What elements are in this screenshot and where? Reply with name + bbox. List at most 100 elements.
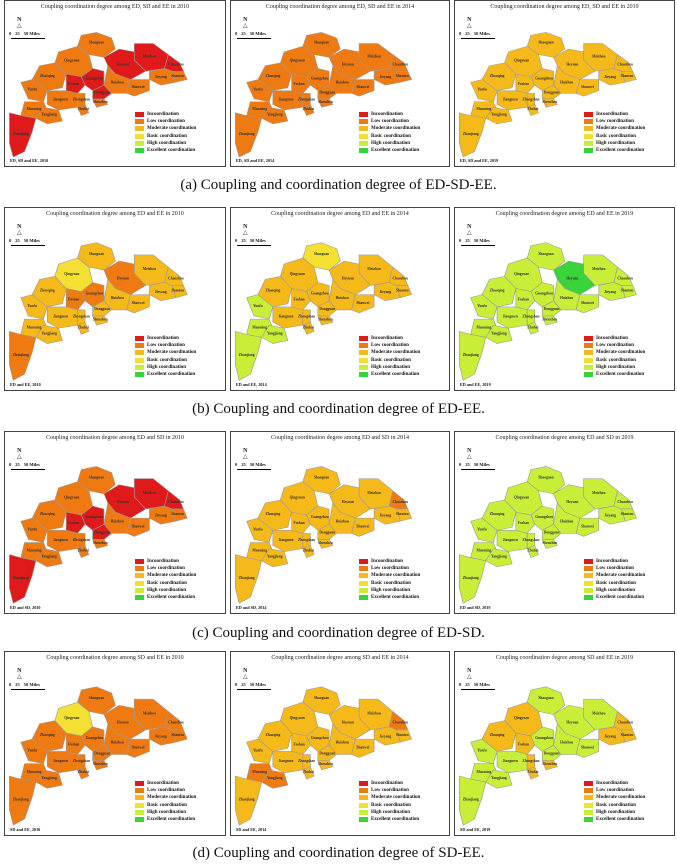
legend-label: Incoordination	[147, 558, 179, 564]
city-label: Guangzhou	[311, 77, 329, 81]
legend-label: Basic coordination	[147, 580, 187, 586]
city-label: Shaoguan	[89, 252, 104, 256]
city-region-yunfu	[246, 738, 274, 765]
province-map: Shaoguan Qingyuan Meizhou Heyuan Chaozhou Sha…	[9, 242, 188, 381]
panel-title: Coupling coordination degree among ED an…	[46, 435, 184, 441]
city-region-shanwei	[126, 79, 150, 97]
legend-swatch	[135, 566, 144, 572]
legend-item: Low coordination	[359, 565, 439, 572]
city-label: Zhongshan	[73, 315, 90, 319]
city-region-yangjiang	[485, 769, 513, 789]
city-label: Meizhou	[367, 267, 380, 271]
legend-swatch	[135, 343, 144, 349]
scale-bar-line	[461, 469, 495, 470]
map-panel: Coupling coordination degree among ED, S…	[230, 0, 450, 167]
city-label: Shenzhen	[318, 318, 333, 322]
map-panel: Coupling coordination degree among ED, S…	[4, 0, 226, 167]
legend-item: Excellent coordination	[135, 371, 215, 378]
province-map: Shaoguan Qingyuan Meizhou Heyuan Chaozhou Sha…	[459, 466, 637, 604]
city-label: Dongguan	[94, 530, 110, 534]
scale-tick-label: 50 Miles	[473, 31, 490, 36]
panel-title: Coupling coordination degree among SD an…	[271, 655, 409, 661]
city-label: Yunfu	[27, 88, 36, 92]
panel-title: Coupling coordination degree among ED an…	[495, 211, 634, 217]
city-label: Jiangmen	[503, 759, 518, 763]
scale-bar: N △ 0 25 50 Miles	[9, 448, 49, 470]
city-label: Zhaoqing	[490, 512, 505, 516]
city-region-yangjiang	[485, 548, 513, 568]
city-label: Shantou	[171, 74, 184, 78]
legend-label: Incoordination	[147, 780, 179, 786]
legend-swatch	[584, 802, 593, 808]
city-label: Meizhou	[592, 491, 605, 495]
scale-bar: N △ 0 25 50 Miles	[459, 224, 499, 246]
legend-swatch	[359, 816, 368, 822]
city-region-zhanjiang	[459, 330, 487, 381]
map-panel: Coupling coordination degree among ED, S…	[454, 0, 675, 167]
legend-label: Low coordination	[147, 343, 185, 349]
city-label: Yunfu	[27, 527, 36, 531]
legend-label: Basic coordination	[147, 133, 187, 139]
city-region-zhuhai	[526, 766, 539, 780]
legend-item: Incoordination	[135, 558, 215, 565]
legend-label: Basic coordination	[596, 133, 636, 139]
legend-item: Low coordination	[359, 118, 439, 125]
city-label: Zhanjiang	[13, 132, 29, 136]
city-region-shenzhen	[541, 315, 558, 326]
city-label: Shantou	[396, 733, 409, 737]
north-arrow-icon: N △	[243, 448, 248, 460]
panel-title: Coupling coordination degree among ED, S…	[490, 4, 639, 10]
scale-bar: N △ 0 25 50 Miles	[235, 224, 275, 246]
scale-tick-label: 0	[459, 238, 462, 243]
legend-swatch	[359, 780, 368, 786]
legend-label: High coordination	[371, 587, 411, 593]
legend-label: Excellent coordination	[147, 594, 196, 600]
city-label: Zhongshan	[73, 97, 90, 101]
city-label: Shantou	[621, 733, 634, 737]
legend-item: Excellent coordination	[584, 371, 664, 378]
legend-label: High coordination	[596, 364, 636, 370]
city-label: Dongguan	[94, 751, 110, 755]
legend-item: Incoordination	[135, 780, 215, 787]
scale-tick-label: 25	[15, 238, 20, 243]
legend-item: Low coordination	[359, 787, 439, 794]
city-region-zhuhai	[77, 104, 90, 116]
city-label: Dongguan	[94, 90, 110, 94]
legend-swatch	[135, 795, 144, 801]
city-label: Huizhou	[336, 741, 349, 745]
legend-swatch	[359, 788, 368, 794]
legend-item: Basic coordination	[135, 132, 215, 139]
city-label: Shaoguan	[314, 41, 329, 45]
city-label: Heyuan	[342, 500, 354, 504]
north-arrow-icon: N △	[467, 224, 472, 236]
legend-item: Basic coordination	[359, 356, 439, 363]
legend: Incoordination Low coordination Moderate c…	[584, 780, 664, 823]
legend-item: Excellent coordination	[135, 594, 215, 601]
city-region-dongguan	[317, 300, 338, 317]
city-label: Shaoguan	[538, 476, 553, 480]
legend-swatch	[584, 133, 593, 139]
city-label: Shanwei	[356, 524, 369, 528]
legend-label: High coordination	[596, 587, 636, 593]
legend-swatch	[359, 809, 368, 815]
legend-swatch	[359, 350, 368, 356]
north-arrow-icon: N △	[467, 448, 472, 460]
scale-bar-line	[237, 469, 271, 470]
legend-label: Low coordination	[596, 788, 634, 794]
north-arrow-icon: N △	[17, 17, 22, 29]
city-label: Shantou	[621, 289, 634, 293]
legend-swatch	[584, 587, 593, 593]
legend-label: Low coordination	[147, 119, 185, 125]
panel-footer-label: ED and SD, 2010	[10, 605, 41, 610]
legend-label: Incoordination	[596, 335, 628, 341]
scale-tick-label: 50 Miles	[249, 682, 266, 687]
city-label: Maoming	[27, 549, 42, 553]
province-map: Shaoguan Qingyuan Meizhou Heyuan Chaozhou Sha…	[235, 32, 413, 158]
city-label: Meizhou	[367, 491, 380, 495]
city-region-zhuhai	[77, 321, 90, 335]
city-label: Zhaoqing	[265, 74, 280, 78]
city-label: Jiangmen	[503, 315, 518, 319]
city-label: Meizhou	[143, 54, 156, 58]
city-label: Heyuan	[566, 721, 578, 725]
map-panel: Coupling coordination degree among ED an…	[230, 207, 450, 391]
